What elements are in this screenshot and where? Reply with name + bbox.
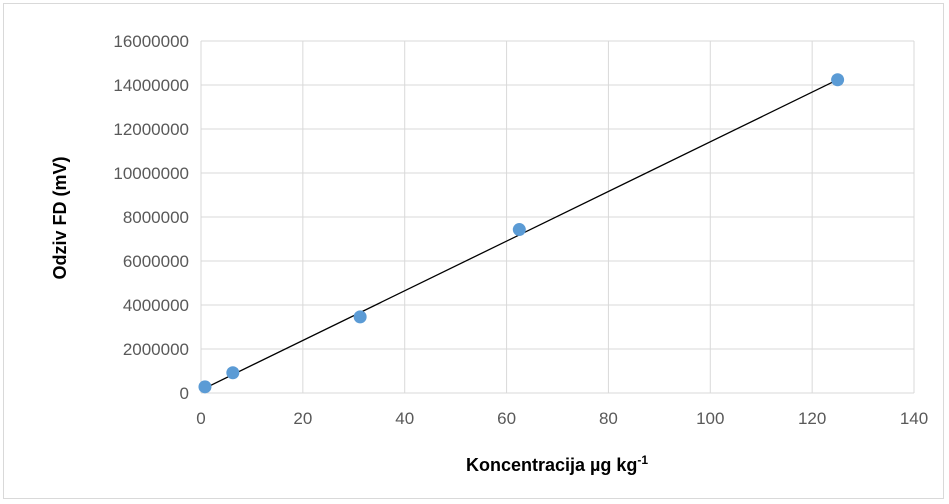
data-point [198, 380, 212, 394]
x-axis-title: Koncentracija µg kg-1 [466, 453, 648, 475]
y-tick-label: 2000000 [123, 340, 189, 359]
x-tick-label: 0 [196, 409, 205, 428]
y-tick-label: 16000000 [113, 32, 189, 51]
x-tick-label: 120 [798, 409, 826, 428]
y-tick-label: 6000000 [123, 252, 189, 271]
data-point [226, 366, 240, 380]
x-tick-label: 100 [696, 409, 724, 428]
gridlines [200, 40, 915, 394]
y-tick-label: 8000000 [123, 208, 189, 227]
y-tick-label: 0 [180, 384, 189, 403]
data-point [353, 310, 367, 324]
x-tick-label: 60 [497, 409, 516, 428]
y-tick-label: 10000000 [113, 164, 189, 183]
y-tick-label: 4000000 [123, 296, 189, 315]
tick-labels: 0 20 40 60 80 100 120 140 0 2000000 4000000 6000000… [113, 32, 928, 428]
x-tick-label: 80 [599, 409, 618, 428]
data-points [198, 73, 845, 394]
y-axis-title: Odziv FD (mV) [50, 156, 70, 279]
x-tick-label: 20 [293, 409, 312, 428]
y-tick-label: 14000000 [113, 76, 189, 95]
x-axis-title-superscript: -1 [637, 453, 648, 467]
y-tick-label: 12000000 [113, 120, 189, 139]
chart-frame [3, 3, 944, 499]
x-tick-label: 40 [395, 409, 414, 428]
x-tick-label: 140 [900, 409, 928, 428]
data-point [831, 73, 845, 87]
x-axis-title-text: Koncentracija µg kg [466, 455, 637, 475]
data-point [512, 223, 526, 237]
